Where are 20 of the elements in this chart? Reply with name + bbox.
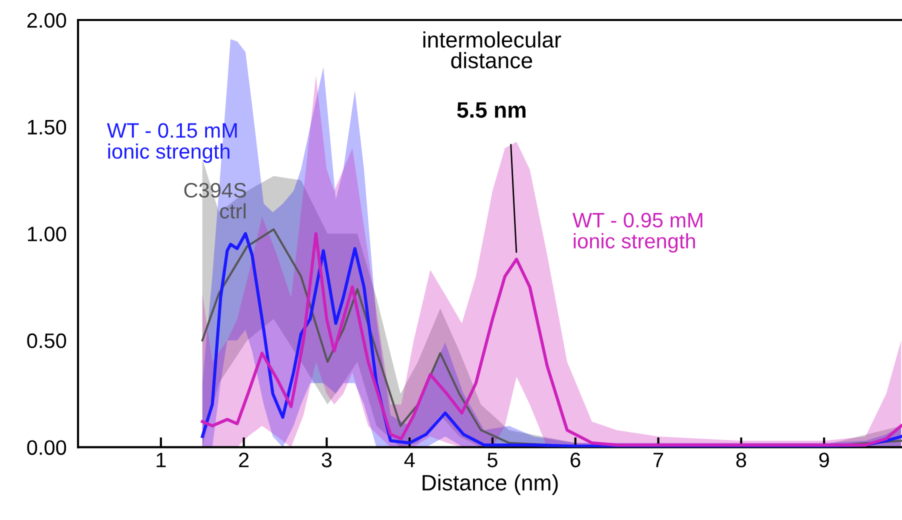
x-tick-label: 4 xyxy=(404,452,415,468)
y-tick-label: 1.00 xyxy=(28,226,66,242)
y-tick-label: 2.00 xyxy=(27,13,66,28)
x-tick-label: 1 xyxy=(156,452,166,468)
text: WT - 0.95 mM ionic strength xyxy=(572,212,702,253)
x-tick-label: 9 xyxy=(819,452,829,468)
y-tick-label: 1.50 xyxy=(28,120,66,135)
text: WT - 0.15 mM ionic strength xyxy=(106,123,237,163)
x-tick-label: 5 xyxy=(488,452,498,468)
y-tick-label: 0.00 xyxy=(27,440,66,455)
x-tick-label: 3 xyxy=(322,452,332,468)
x-tick-label: 2 xyxy=(239,452,249,468)
x-tick-label: 6 xyxy=(570,452,580,468)
annotation: 5.5 nm xyxy=(457,102,526,118)
x-tick-label: 7 xyxy=(654,452,664,468)
x-tick-label: 8 xyxy=(736,452,746,468)
y-tick-label: 0.50 xyxy=(27,333,66,348)
series-label: C394S ctrl xyxy=(184,182,246,219)
x-axis-title: Distance (nm) xyxy=(422,474,558,495)
annotation: intermolecular distance xyxy=(423,31,562,68)
